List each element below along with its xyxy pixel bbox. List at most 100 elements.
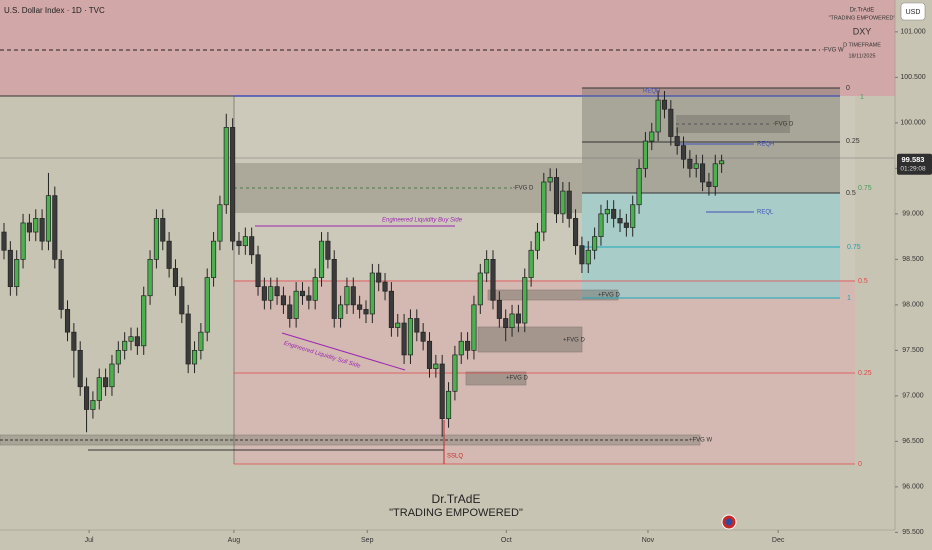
candle-body <box>350 286 356 306</box>
candle-body <box>477 272 483 306</box>
candle-body <box>579 245 585 265</box>
annotation: +FVG D <box>563 338 586 344</box>
candle-body <box>522 277 528 324</box>
candle-body <box>166 240 172 269</box>
candle-body <box>700 163 706 183</box>
candle-body <box>655 99 661 133</box>
candle-body <box>433 363 439 369</box>
candle-body <box>185 313 191 365</box>
candle-body <box>369 272 375 315</box>
candle-body <box>719 160 725 165</box>
candle-body <box>407 318 413 356</box>
candle-body <box>128 336 134 342</box>
discount-zone <box>582 193 840 298</box>
candle-body <box>274 286 280 297</box>
candle-body <box>338 304 344 319</box>
bull-fvg-zone-2 <box>477 326 583 353</box>
candle-body <box>217 204 223 242</box>
countdown-label: 01:29:08 <box>900 166 926 173</box>
candle-body <box>585 249 591 265</box>
candle-body <box>299 290 306 297</box>
annotation: 1 <box>847 295 851 302</box>
candle-body <box>204 277 210 333</box>
candle-body <box>515 313 521 324</box>
candle-body <box>420 331 426 342</box>
candle-body <box>20 222 26 260</box>
candle-body <box>84 386 90 410</box>
candle-body <box>242 236 248 247</box>
symbol-title: U.S. Dollar Index · 1D · TVC <box>4 6 105 15</box>
candle-body <box>331 259 337 319</box>
candle-body <box>630 204 636 228</box>
x-tick-label: Dec <box>772 537 785 544</box>
candle-body <box>77 350 83 388</box>
candle-body <box>553 177 560 215</box>
candle-body <box>90 400 96 410</box>
candle-body <box>261 286 267 301</box>
x-tick-label: Nov <box>642 537 655 544</box>
annotation: 0.75 <box>858 185 872 192</box>
candle-body <box>541 181 547 233</box>
annotation: 1 <box>860 94 864 101</box>
candle-body <box>439 363 445 419</box>
annotation: SSLQ <box>447 454 463 460</box>
candle-body <box>490 259 496 301</box>
watermark-bottom: "TRADING EMPOWERED" <box>389 507 523 519</box>
candle-body <box>14 259 20 288</box>
candle-body <box>39 218 45 242</box>
currency-label[interactable]: USD <box>906 9 921 16</box>
candle-body <box>96 377 102 401</box>
y-tick-label: 98.500 <box>902 256 924 263</box>
annotation: +FVG D <box>598 293 621 299</box>
y-tick-label: 98.000 <box>902 302 924 309</box>
candle-body <box>179 286 185 315</box>
candle-body <box>268 286 274 301</box>
candle-body <box>642 140 648 169</box>
candle-body <box>376 272 382 283</box>
y-tick-label: 96.500 <box>902 438 924 445</box>
candle-body <box>109 363 115 388</box>
x-tick-label: Oct <box>501 537 512 544</box>
candle-body <box>64 309 71 333</box>
candle-body <box>293 290 299 319</box>
candle-body <box>357 304 363 310</box>
candle-body <box>312 277 318 301</box>
y-tick-label: 101.000 <box>900 29 925 36</box>
price-axis <box>895 0 932 550</box>
candle-body <box>484 259 490 274</box>
candle-body <box>426 340 433 369</box>
candle-body <box>712 163 718 187</box>
candle-body <box>617 218 623 224</box>
candle-body <box>560 190 566 215</box>
candle-body <box>668 108 674 137</box>
flag-icon-inner <box>725 518 733 526</box>
candle-body <box>26 222 32 233</box>
candle-body <box>58 259 64 310</box>
candle-body <box>623 222 629 228</box>
bull-fvg-zone-1 <box>487 289 619 301</box>
candle-body <box>528 249 534 278</box>
candle-body <box>287 304 293 319</box>
y-tick-label: 97.000 <box>902 393 924 400</box>
candle-body <box>172 268 179 288</box>
candle-body <box>223 127 229 206</box>
currency-button[interactable] <box>900 2 926 21</box>
annotation: Engineered Liquidity Buy Side <box>382 218 463 224</box>
candle-body <box>230 127 236 242</box>
candle-body <box>503 318 509 328</box>
annotation: 0.25 <box>846 138 860 145</box>
last-price-label: 99.583 <box>902 155 925 164</box>
x-tick-label: Jul <box>85 537 94 544</box>
y-tick-label: 96.000 <box>902 484 924 491</box>
annotation: 0.75 <box>847 244 861 251</box>
annotation: -FVG D <box>513 186 534 192</box>
candle-body <box>147 259 153 297</box>
candle-body <box>153 218 159 260</box>
annotation: 0 <box>858 461 862 468</box>
x-tick-label: Sep <box>361 537 374 544</box>
watermark-top: DXY <box>853 26 872 36</box>
candle-body <box>471 304 477 351</box>
annotation: 0.25 <box>858 370 872 377</box>
candle-body <box>649 131 655 142</box>
